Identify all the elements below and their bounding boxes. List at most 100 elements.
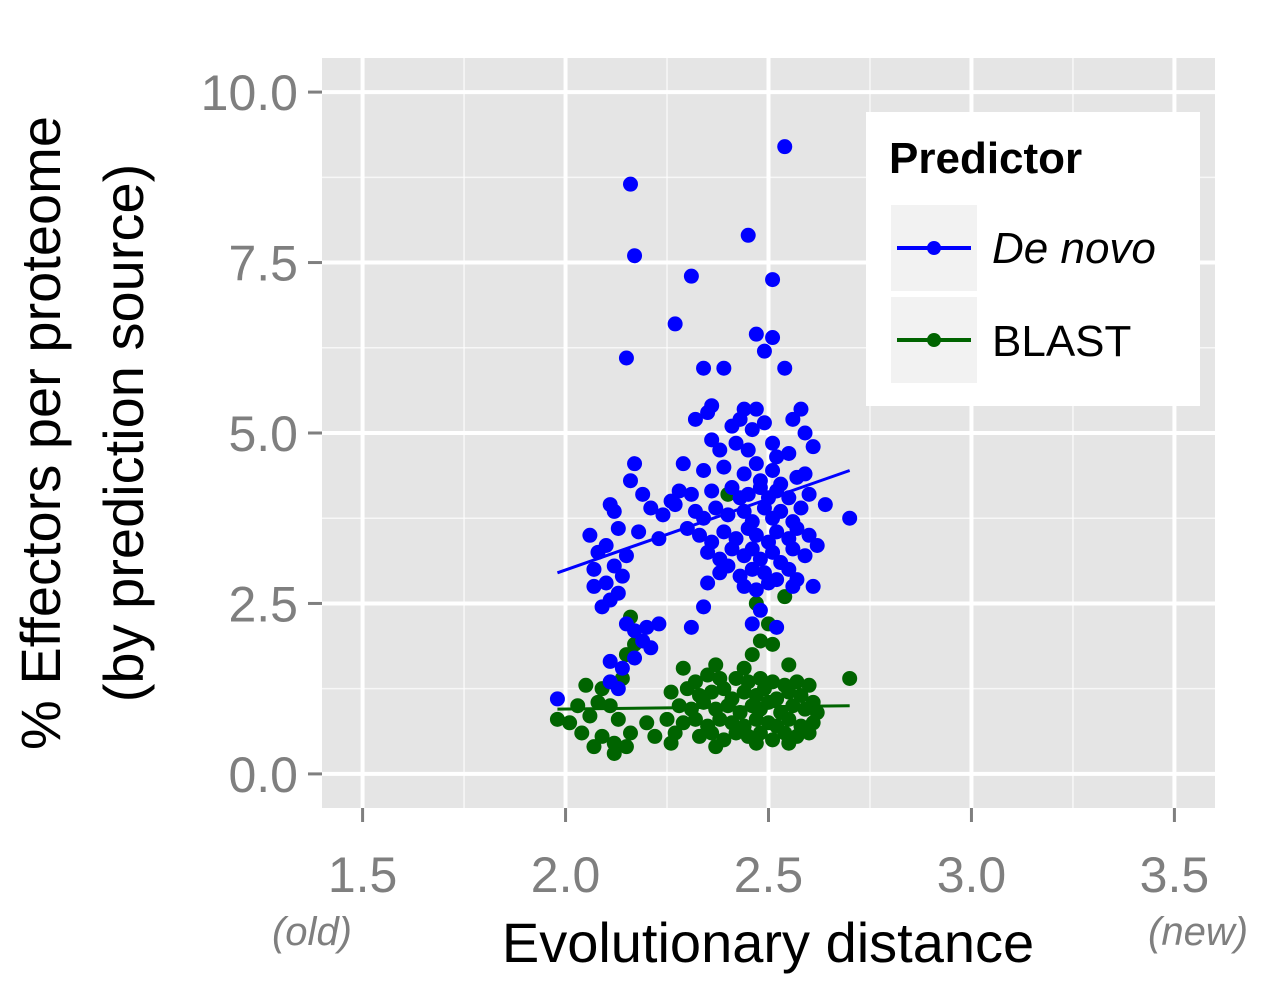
point-blast [732, 705, 748, 721]
point-de-novo [736, 503, 752, 519]
point-de-novo [696, 599, 712, 615]
point-de-novo [631, 524, 647, 540]
y-axis-title-line1: % Effectors per proteome [9, 116, 72, 750]
point-de-novo [635, 486, 651, 502]
point-de-novo [683, 268, 699, 284]
point-de-novo [549, 691, 565, 707]
point-de-novo [716, 524, 732, 540]
point-de-novo [748, 401, 764, 417]
point-de-novo [683, 486, 699, 502]
point-blast [748, 711, 764, 727]
point-de-novo [716, 360, 732, 376]
point-de-novo [781, 561, 797, 577]
y-tick-label: 7.5 [228, 236, 298, 292]
point-blast [765, 636, 781, 652]
point-blast [752, 633, 768, 649]
point-de-novo [765, 272, 781, 288]
point-blast [659, 711, 675, 727]
point-de-novo [639, 619, 655, 635]
point-de-novo [651, 616, 667, 632]
point-de-novo [712, 442, 728, 458]
data-points [549, 139, 858, 761]
point-de-novo [667, 497, 683, 513]
point-de-novo [610, 681, 626, 697]
point-blast [781, 684, 797, 700]
point-blast [582, 708, 598, 724]
point-de-novo [781, 490, 797, 506]
point-blast [606, 745, 622, 761]
point-de-novo [720, 507, 736, 523]
x-tick-labels: 1.5 2.0 2.5 3.0 3.5 [328, 847, 1209, 903]
point-blast [696, 694, 712, 710]
point-blast [781, 657, 797, 673]
point-de-novo [622, 473, 638, 489]
point-de-novo [700, 544, 716, 560]
point-de-novo [704, 398, 720, 414]
point-blast [708, 739, 724, 755]
point-blast [765, 732, 781, 748]
point-de-novo [627, 248, 643, 264]
point-blast [610, 711, 626, 727]
y-tick-label: 10.0 [201, 65, 298, 121]
point-blast [700, 667, 716, 683]
point-de-novo [801, 486, 817, 502]
point-de-novo [793, 401, 809, 417]
point-de-novo [696, 463, 712, 478]
point-de-novo [655, 507, 671, 523]
point-de-novo [761, 575, 776, 591]
point-de-novo [700, 575, 716, 591]
point-de-novo [748, 527, 764, 543]
point-de-novo [704, 483, 720, 499]
axis-ticks [308, 90, 1176, 822]
point-blast [761, 694, 776, 710]
point-de-novo [769, 449, 785, 465]
point-blast [679, 681, 695, 697]
point-de-novo [785, 541, 801, 557]
point-de-novo [618, 548, 634, 564]
point-de-novo [805, 578, 821, 594]
point-de-novo [728, 435, 744, 451]
point-de-novo [765, 544, 781, 560]
y-tick-label: 0.0 [228, 747, 298, 803]
legend-label-denovo: De novo [992, 224, 1156, 273]
point-de-novo [789, 520, 805, 536]
x-axis-note-new: (new) [1148, 910, 1248, 954]
point-de-novo [704, 432, 720, 448]
point-blast [793, 688, 809, 703]
point-de-novo [708, 500, 724, 516]
point-blast [712, 711, 728, 727]
point-de-novo [724, 541, 740, 557]
point-blast [744, 647, 760, 663]
point-de-novo [765, 330, 781, 346]
point-blast [663, 684, 679, 700]
point-de-novo [748, 326, 764, 342]
point-de-novo [618, 350, 634, 366]
point-de-novo [765, 463, 781, 478]
point-blast [622, 725, 638, 741]
point-blast [781, 711, 797, 727]
x-tick-label: 1.5 [328, 847, 398, 903]
x-tick-label: 3.0 [937, 847, 1007, 903]
point-de-novo [769, 483, 785, 499]
point-de-novo [842, 510, 858, 526]
point-blast [842, 670, 858, 686]
point-de-novo [756, 415, 772, 431]
point-de-novo [606, 558, 622, 574]
point-de-novo [667, 316, 683, 332]
point-de-novo [627, 456, 643, 472]
point-blast [708, 657, 724, 673]
point-de-novo [687, 411, 703, 427]
point-de-novo [720, 558, 736, 574]
point-de-novo [773, 503, 789, 519]
point-de-novo [627, 650, 643, 666]
point-de-novo [606, 503, 622, 519]
point-de-novo [797, 466, 813, 482]
point-de-novo [777, 139, 793, 155]
point-de-novo [696, 510, 712, 526]
point-de-novo [781, 445, 797, 461]
point-de-novo [809, 538, 825, 553]
point-de-novo [744, 541, 760, 557]
point-blast [691, 728, 707, 744]
point-blast [777, 589, 793, 605]
point-de-novo [643, 500, 659, 516]
